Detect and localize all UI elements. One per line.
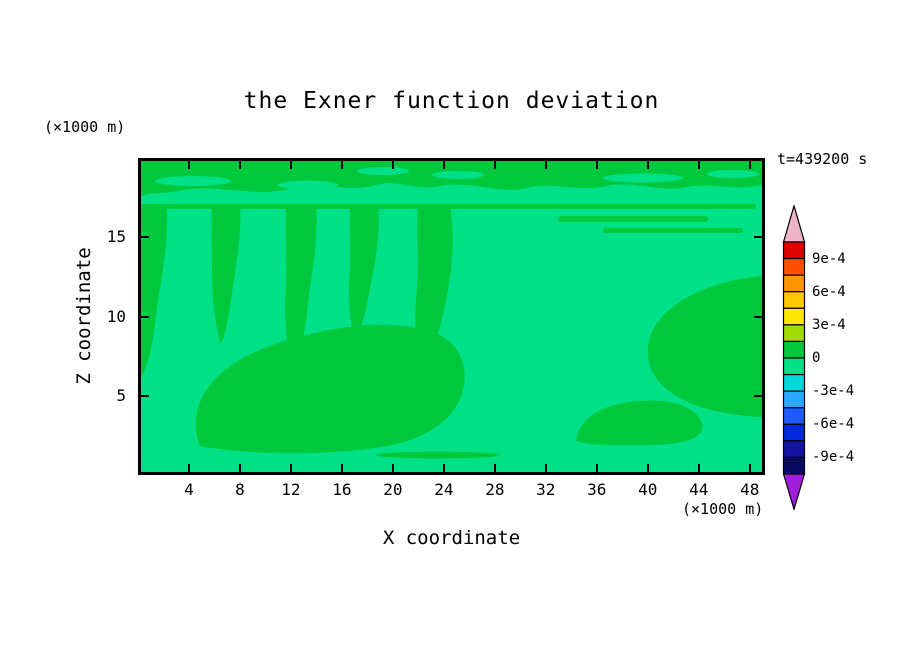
colorbar-segment xyxy=(782,274,806,293)
colorbar-top-arrow xyxy=(782,205,806,243)
z-tick-mark xyxy=(754,394,762,397)
x-tick-label: 12 xyxy=(281,480,301,499)
colorbar-segments xyxy=(782,241,806,475)
x-tick-mark xyxy=(391,161,394,169)
x-tick-mark xyxy=(646,464,649,472)
x-tick-label: 28 xyxy=(485,480,505,499)
x-tick-label: 20 xyxy=(383,480,403,499)
colorbar xyxy=(782,205,806,510)
x-tick-mark xyxy=(697,464,700,472)
x-tick-mark xyxy=(340,161,343,169)
x-tick-label: 48 xyxy=(740,480,760,499)
colorbar-label: -6e-4 xyxy=(812,416,855,433)
colorbar-segment xyxy=(782,357,806,376)
x-tick-mark xyxy=(340,464,343,472)
colorbar-segment xyxy=(782,307,806,326)
colorbar-segment xyxy=(782,291,806,309)
right-edge-region xyxy=(647,276,765,417)
bottom-right-region xyxy=(576,400,703,446)
band-hole xyxy=(707,170,759,178)
x-tick-mark xyxy=(748,464,751,472)
colorbar-label: 3e-4 xyxy=(812,316,846,333)
colorbar-segment xyxy=(782,407,806,425)
colorbar-segment xyxy=(782,241,806,260)
x-tick-mark xyxy=(187,161,190,169)
x-tick-mark xyxy=(646,161,649,169)
streak-region xyxy=(603,228,743,233)
z-tick-label: 5 xyxy=(116,385,126,405)
x-tick-label: 44 xyxy=(689,480,709,499)
contour-field xyxy=(138,158,765,475)
x-tick-label: 40 xyxy=(638,480,658,499)
z-tick-label: 15 xyxy=(106,227,126,247)
x-tick-label: 24 xyxy=(434,480,454,499)
band-hole xyxy=(603,173,683,183)
z-tick-label: 10 xyxy=(106,306,126,326)
colorbar-segment xyxy=(782,340,806,359)
plume-region xyxy=(415,206,453,364)
plume-region xyxy=(349,206,379,339)
plot-title: the Exner function deviation xyxy=(243,88,660,114)
x-tick-mark xyxy=(289,161,292,169)
plume-region xyxy=(211,206,241,344)
lower-left-region xyxy=(195,324,465,454)
colorbar-label: 9e-4 xyxy=(812,250,846,267)
x-axis-title: X coordinate xyxy=(382,527,521,549)
colorbar-segment xyxy=(782,456,806,475)
z-axis-unit-label: (×1000 m) xyxy=(44,118,126,136)
plume-region xyxy=(138,204,168,380)
x-tick-mark xyxy=(442,464,445,472)
x-tick-mark xyxy=(748,161,751,169)
x-tick-mark xyxy=(493,161,496,169)
x-tick-mark xyxy=(544,161,547,169)
z-tick-mark xyxy=(141,394,149,397)
z-tick-mark xyxy=(141,236,149,239)
x-tick-label: 8 xyxy=(235,480,245,499)
colorbar-segment xyxy=(782,257,806,276)
x-tick-mark xyxy=(391,464,394,472)
x-tick-mark xyxy=(238,464,241,472)
x-tick-mark xyxy=(187,464,190,472)
x-tick-mark xyxy=(442,161,445,169)
x-tick-label: 4 xyxy=(184,480,194,499)
colorbar-label: 0 xyxy=(812,350,821,366)
z-tick-mark xyxy=(754,315,762,318)
band-hole xyxy=(278,180,338,190)
x-tick-mark xyxy=(544,464,547,472)
x-tick-mark xyxy=(289,464,292,472)
x-tick-mark xyxy=(697,161,700,169)
colorbar-segment xyxy=(782,324,806,343)
x-axis-unit-label: (×1000 m) xyxy=(682,500,764,518)
colorbar-segment xyxy=(782,440,806,459)
z-tick-mark xyxy=(754,236,762,239)
x-tick-label: 32 xyxy=(536,480,556,499)
x-tick-mark xyxy=(238,161,241,169)
colorbar-bottom-arrow xyxy=(782,473,806,510)
x-tick-mark xyxy=(595,161,598,169)
x-tick-label: 36 xyxy=(587,480,607,499)
colorbar-label: -9e-4 xyxy=(812,449,855,466)
colorbar-segment xyxy=(782,390,806,409)
band-hole xyxy=(432,171,484,179)
plume-region xyxy=(285,206,317,365)
x-tick-mark xyxy=(493,464,496,472)
colorbar-label: 6e-4 xyxy=(812,283,846,300)
colorbar-segment xyxy=(782,423,806,442)
band-hole xyxy=(155,176,231,186)
x-tick-label: 16 xyxy=(332,480,352,499)
colorbar-segment xyxy=(782,373,806,392)
z-tick-mark xyxy=(141,315,149,318)
colorbar-label: -3e-4 xyxy=(812,383,855,400)
band-hole xyxy=(357,167,409,175)
streak-region xyxy=(558,216,708,222)
x-tick-mark xyxy=(595,464,598,472)
time-label: t=439200 s xyxy=(777,150,868,168)
bottom-sliver-region xyxy=(376,451,500,459)
